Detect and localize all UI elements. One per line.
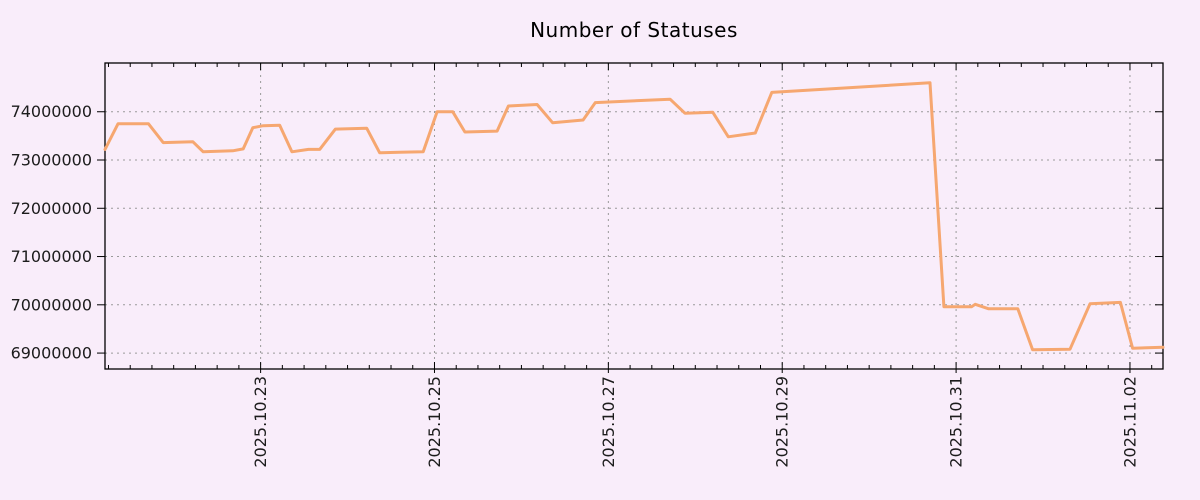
y-tick-label: 71000000 <box>11 247 92 266</box>
series-line <box>103 81 1165 352</box>
y-tick-label: 69000000 <box>11 344 92 363</box>
plot-border <box>104 62 1164 370</box>
chart-title: Number of Statuses <box>530 18 738 42</box>
y-tick-label: 74000000 <box>11 102 92 121</box>
x-tick-label: 2025.11.02 <box>1120 376 1139 468</box>
x-tick-label: 2025.10.27 <box>599 376 618 468</box>
y-tick-label: 72000000 <box>11 199 92 218</box>
x-tick-label: 2025.10.25 <box>425 376 444 468</box>
y-tick-label: 73000000 <box>11 151 92 170</box>
y-tick-label: 70000000 <box>11 295 92 314</box>
x-tick-label: 2025.10.29 <box>773 376 792 468</box>
x-tick-label: 2025.10.23 <box>251 376 270 468</box>
x-tick-label: 2025.10.31 <box>947 376 966 468</box>
